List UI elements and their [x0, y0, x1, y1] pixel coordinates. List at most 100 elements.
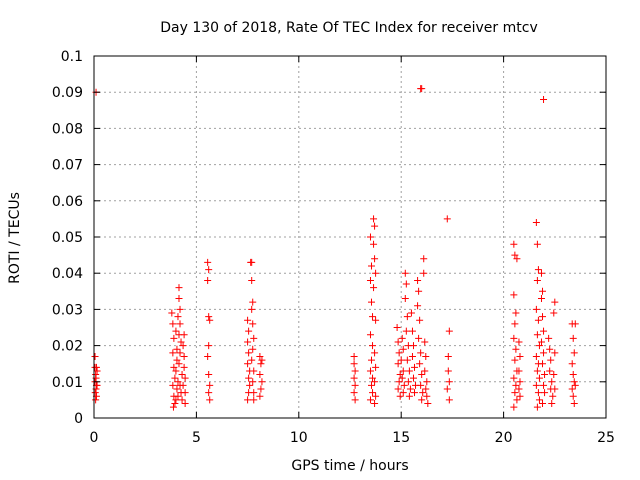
data-point — [172, 367, 180, 375]
data-point — [396, 371, 404, 379]
data-point — [540, 381, 548, 389]
data-point — [369, 374, 377, 382]
data-point — [91, 352, 99, 360]
data-point — [570, 349, 578, 357]
data-point — [172, 327, 180, 335]
data-point — [532, 219, 540, 227]
data-point — [93, 381, 101, 389]
data-point — [418, 85, 426, 93]
data-point — [550, 371, 558, 379]
data-point — [511, 356, 519, 364]
data-point — [175, 360, 183, 368]
data-point — [535, 374, 543, 382]
data-point — [420, 269, 428, 277]
data-point — [537, 338, 545, 346]
data-point — [534, 389, 542, 397]
data-point — [539, 287, 547, 295]
data-point — [350, 352, 358, 360]
y-axis-ticks: 0 0.01 0.02 0.03 0.04 0.05 0.06 0.07 0.08 0.09 0.1 — [52, 49, 606, 427]
data-point — [512, 345, 520, 353]
data-point — [512, 381, 520, 389]
data-point — [206, 316, 214, 324]
data-point — [400, 381, 408, 389]
data-point — [516, 378, 524, 386]
data-point — [551, 385, 559, 393]
data-point — [244, 396, 252, 404]
data-point — [401, 295, 409, 303]
data-point — [533, 276, 541, 284]
data-point — [92, 396, 100, 404]
data-point — [420, 255, 428, 263]
data-point — [540, 95, 548, 103]
y-tick-label: 0 — [74, 411, 83, 427]
data-point — [409, 342, 417, 350]
data-point — [418, 371, 426, 379]
y-tick-label: 0.09 — [52, 85, 83, 101]
data-point — [445, 378, 453, 386]
data-point — [172, 396, 180, 404]
data-point — [405, 367, 413, 375]
data-point — [257, 385, 265, 393]
data-point — [371, 378, 379, 386]
data-point — [176, 305, 184, 313]
x-tick-label: 20 — [495, 430, 513, 446]
data-point — [445, 396, 453, 404]
data-point — [366, 233, 374, 241]
data-point — [250, 334, 258, 342]
data-point — [351, 367, 359, 375]
data-point — [414, 302, 422, 310]
data-point — [258, 378, 266, 386]
data-point — [510, 291, 518, 299]
data-point — [535, 342, 543, 350]
data-point — [568, 385, 576, 393]
data-point — [537, 295, 545, 303]
data-point — [170, 334, 178, 342]
data-point — [422, 352, 430, 360]
data-point — [571, 320, 579, 328]
data-point — [173, 385, 181, 393]
data-point — [407, 309, 415, 317]
data-point — [515, 367, 523, 375]
y-tick-label: 0.06 — [52, 194, 83, 210]
data-point — [372, 316, 380, 324]
data-point — [399, 389, 407, 397]
data-point — [513, 255, 521, 263]
data-point — [249, 320, 257, 328]
data-point — [511, 251, 519, 259]
data-point — [256, 352, 264, 360]
data-point — [548, 378, 556, 386]
data-point — [176, 320, 184, 328]
data-point — [415, 287, 423, 295]
data-point — [414, 276, 422, 284]
data-point — [515, 385, 523, 393]
data-point — [350, 389, 358, 397]
data-point — [175, 284, 183, 292]
data-point — [443, 385, 451, 393]
data-point — [174, 313, 182, 321]
data-point — [368, 262, 376, 270]
data-point — [173, 345, 181, 353]
x-tick-label: 15 — [392, 430, 410, 446]
data-point — [422, 385, 430, 393]
data-point — [401, 269, 409, 277]
data-point — [350, 374, 358, 382]
data-point — [372, 269, 380, 277]
data-point — [93, 367, 101, 375]
data-point — [366, 367, 374, 375]
data-point — [248, 276, 256, 284]
data-point — [394, 338, 402, 346]
data-points — [91, 85, 579, 411]
data-point — [423, 378, 431, 386]
data-point — [257, 360, 265, 368]
data-point — [419, 389, 427, 397]
data-point — [204, 276, 212, 284]
data-point — [171, 400, 179, 408]
y-tick-label: 0.07 — [52, 158, 83, 174]
data-point — [421, 338, 429, 346]
data-point — [256, 392, 264, 400]
data-point — [249, 298, 257, 306]
data-point — [516, 352, 524, 360]
y-tick-label: 0.05 — [52, 230, 83, 246]
x-tick-label: 25 — [597, 430, 615, 446]
